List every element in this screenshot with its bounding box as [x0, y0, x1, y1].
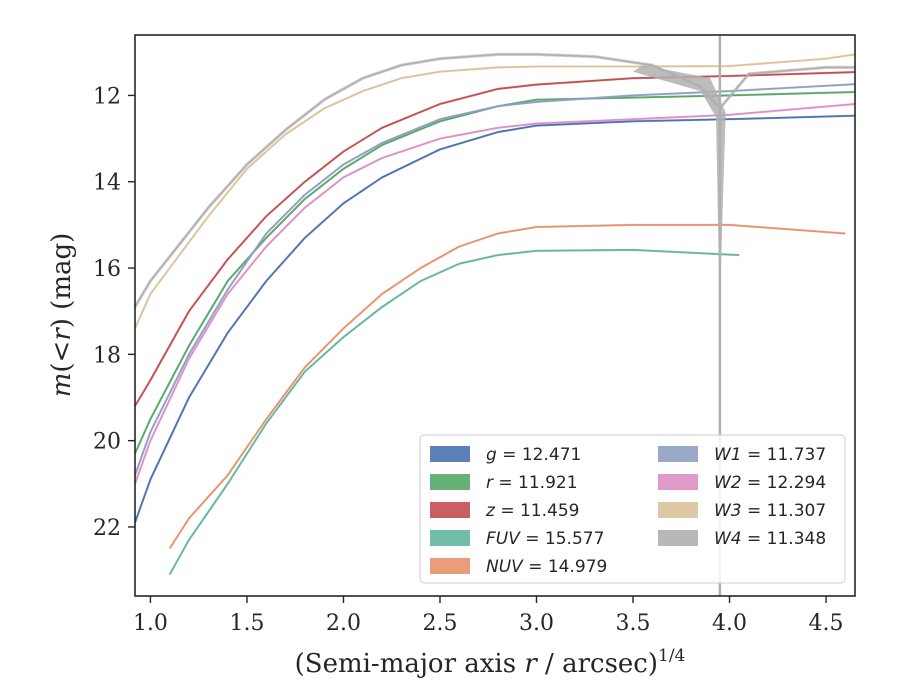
y-tick-label: 20 — [93, 430, 121, 455]
y-tick-label: 18 — [93, 343, 121, 368]
legend-series-value: = 14.979 — [523, 557, 608, 577]
legend-series-value: = 11.348 — [742, 529, 827, 549]
legend-series-value: = 11.737 — [742, 445, 827, 465]
x-tick-label: 2.5 — [422, 611, 457, 636]
y-axis-label-m: m — [47, 373, 77, 398]
x-axis-label-var: r — [524, 649, 538, 679]
x-tick-label: 4.0 — [712, 611, 747, 636]
legend-entry-W3: W3 = 11.307 — [658, 501, 826, 521]
y-axis-label: m(<r) (mag) — [47, 233, 77, 398]
series-line-FUV — [169, 249, 740, 575]
series-line-NUV — [169, 224, 846, 549]
series-line-W1 — [134, 83, 856, 476]
series-line-g — [134, 114, 856, 523]
legend-series-name: W4 — [714, 529, 742, 549]
legend-series-name: W1 — [714, 445, 742, 465]
series-W1 — [133, 83, 856, 476]
legend-series-value: = 11.307 — [742, 501, 827, 521]
series-layer — [133, 52, 856, 575]
legend-entry-FUV: FUV = 15.577 — [430, 529, 604, 549]
y-tick-label: 12 — [93, 84, 121, 109]
legend-label: W1 = 11.737 — [714, 445, 826, 465]
legend-entry-r: r = 11.921 — [430, 473, 578, 493]
series-z — [134, 71, 856, 407]
x-axis-label-unit: / arcsec) — [537, 649, 658, 679]
series-g — [133, 114, 856, 523]
legend-label: g = 12.471 — [486, 445, 581, 465]
legend-entry-NUV: NUV = 14.979 — [430, 557, 607, 577]
y-tick-label: 22 — [93, 516, 121, 541]
series-W2 — [133, 102, 856, 485]
series-W4 — [133, 52, 855, 308]
x-tick-label: 3.0 — [519, 611, 554, 636]
plot-frame — [134, 34, 856, 597]
legend-series-name: z — [485, 501, 496, 521]
legend-series-value: = 12.294 — [742, 473, 827, 493]
x-axis-label-main: (Semi-major axis — [295, 649, 525, 679]
legend-label: W2 = 12.294 — [714, 473, 826, 493]
x-axis-label: (Semi-major axis r / arcsec)1/4 — [295, 646, 686, 679]
x-tick-label: 2.0 — [326, 611, 361, 636]
legend-swatch — [430, 530, 470, 546]
legend-swatch — [430, 502, 470, 518]
legend-swatch — [658, 446, 698, 462]
legend-series-name: r — [486, 473, 494, 493]
legend-swatch — [658, 502, 698, 518]
legend-label: NUV = 14.979 — [486, 557, 607, 577]
y-tick-label: 16 — [93, 257, 121, 282]
series-line-W4 — [134, 53, 855, 308]
series-line-W3 — [134, 53, 856, 329]
x-tick-label: 4.5 — [809, 611, 844, 636]
legend-box — [419, 434, 846, 584]
x-tick-label: 1.5 — [229, 611, 264, 636]
legend-swatch — [430, 558, 470, 574]
y-tick-label: 14 — [93, 171, 121, 196]
legend-series-name: NUV — [486, 557, 524, 577]
legend-label: W3 = 11.307 — [714, 501, 826, 521]
legend-series-name: W3 — [714, 501, 742, 521]
legend-entry-W4: W4 = 11.348 — [658, 529, 826, 549]
legend-entry-W1: W1 = 11.737 — [658, 445, 826, 465]
legend-entry-W2: W2 = 12.294 — [658, 473, 826, 493]
legend-label: r = 11.921 — [486, 473, 578, 493]
legend-series-value: = 15.577 — [520, 529, 605, 549]
series-line-r — [134, 91, 856, 454]
series-W3 — [133, 53, 856, 329]
legend-swatch — [430, 446, 470, 462]
legend-series-value: = 11.921 — [493, 473, 578, 493]
legend-swatch — [658, 474, 698, 490]
legend-series-name: g — [486, 445, 497, 465]
x-tick-label: 1.0 — [133, 611, 168, 636]
series-r — [133, 90, 856, 455]
y-axis-label-r: r — [47, 327, 77, 341]
legend-series-name: FUV — [486, 529, 521, 549]
series-line-W2 — [134, 103, 856, 485]
y-axis-label-close: ) (mag) — [47, 233, 77, 329]
legend-series-value: = 11.459 — [495, 501, 580, 521]
series-NUV — [168, 223, 846, 550]
y-axis-label-lt: (< — [47, 341, 77, 373]
legend-series-name: W2 — [714, 473, 742, 493]
legend-swatch — [430, 474, 470, 490]
legend-label: FUV = 15.577 — [486, 529, 604, 549]
legend-series-value: = 12.471 — [497, 445, 582, 465]
legend-label: z = 11.459 — [485, 501, 579, 521]
legend-entry-z: z = 11.459 — [430, 501, 579, 521]
x-tick-label: 3.5 — [616, 611, 651, 636]
legend-swatch — [658, 530, 698, 546]
series-line-z — [134, 71, 856, 407]
series-FUV — [168, 248, 740, 575]
tick-layer: 1.0 1.5 2.0 2.5 3.0 3.5 4.0 4.5 12 14 16 18 20 22 — [93, 84, 844, 636]
legend-label: W4 = 11.348 — [714, 529, 826, 549]
x-axis-label-exp: 1/4 — [658, 646, 685, 666]
legend-entry-g: g = 12.471 — [430, 445, 581, 465]
